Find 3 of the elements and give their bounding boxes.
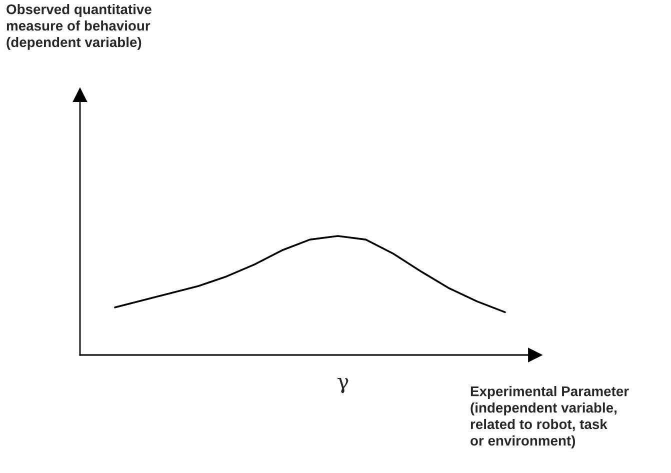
text: Experimental Parameter (independent variable, related to robot, task or environment) <box>470 386 629 448</box>
text: Observed quantitative measure of behaviour (dependent variable) <box>6 4 152 50</box>
x-axis-title: γ <box>338 378 348 394</box>
